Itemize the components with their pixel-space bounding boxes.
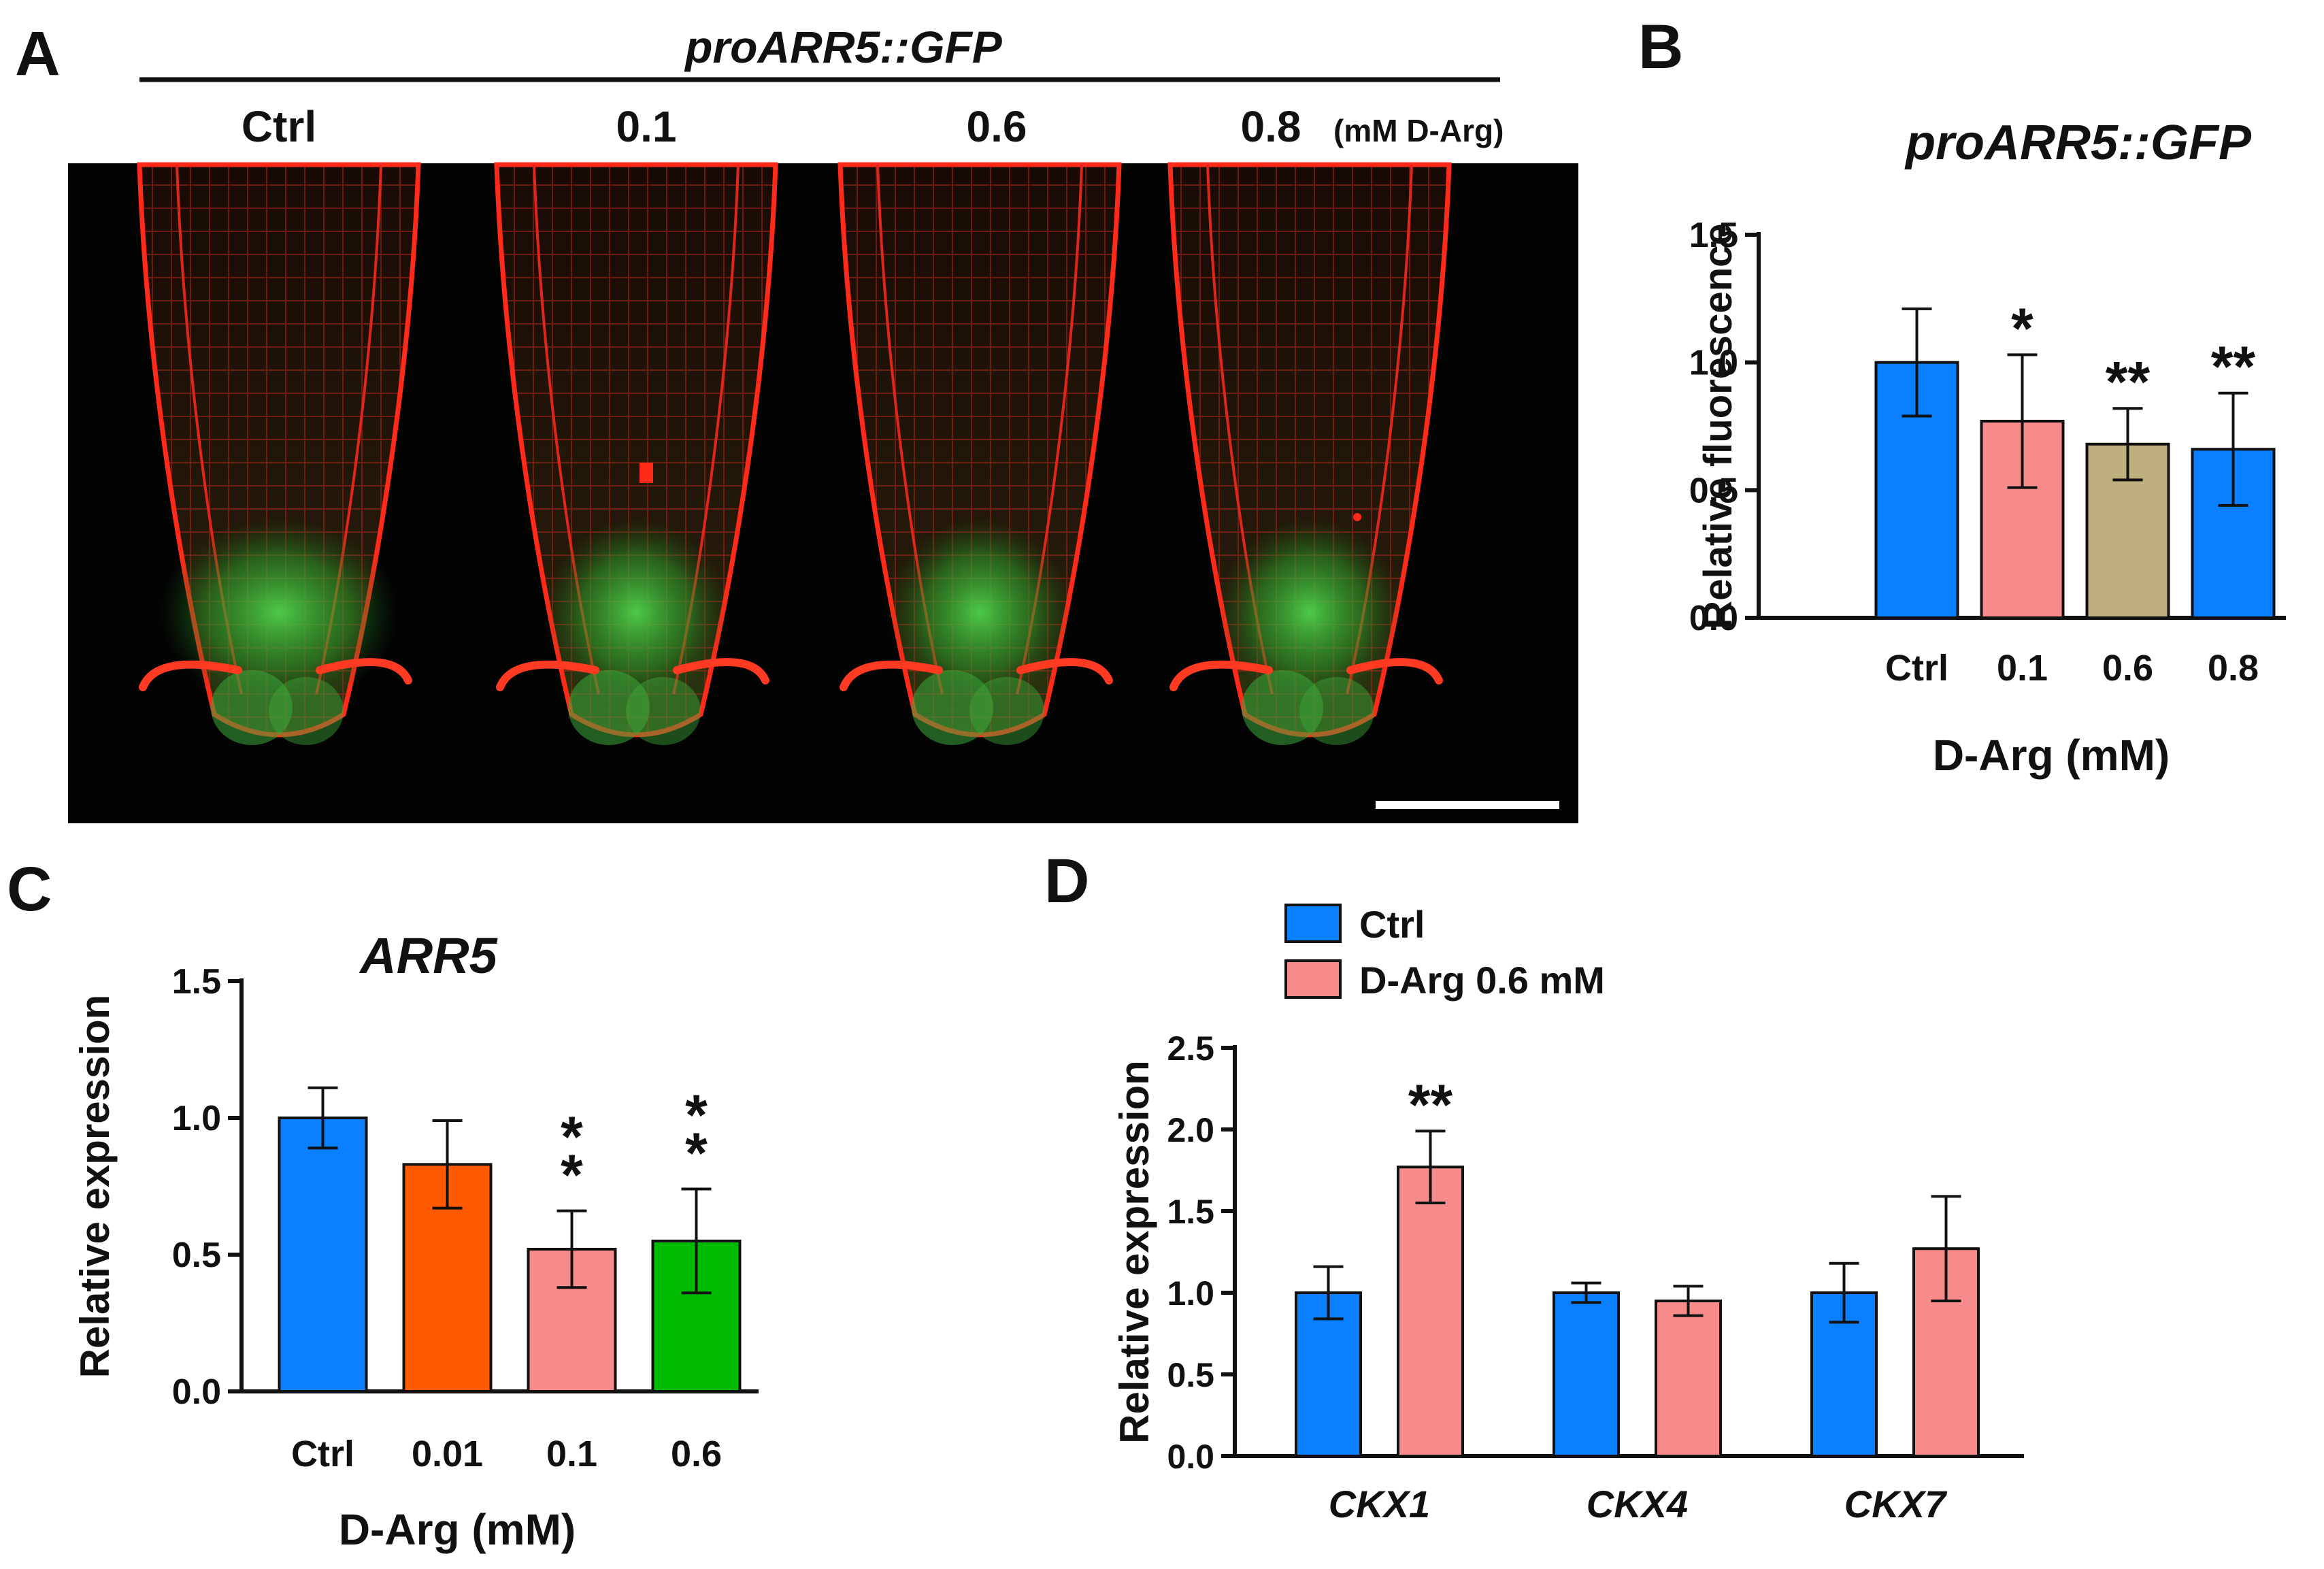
root-outline — [837, 162, 1122, 738]
panel-c-letter: C — [7, 855, 52, 924]
root-tip-1 — [494, 162, 778, 745]
chart-c: 0.0 0.5 1.0 1.5 Relative expression ARR5 D-Arg… — [72, 927, 759, 1554]
y-tick-label: 0.0 — [172, 1372, 221, 1412]
legend-label: Ctrl — [1359, 903, 1425, 946]
sloughed-cell — [316, 658, 412, 684]
bar — [278, 1117, 368, 1393]
significance-marker: * — [685, 1083, 708, 1147]
bar — [1397, 1166, 1464, 1457]
unit-note: (mM D-Arg) — [1333, 113, 1504, 148]
root-cap-cell — [969, 677, 1044, 745]
significance-marker: * — [561, 1143, 583, 1207]
gfp-signal — [160, 517, 398, 708]
y-axis-label: Relative expression — [72, 995, 118, 1378]
root-outline — [494, 162, 778, 738]
root-tip-2 — [837, 162, 1122, 745]
gfp-signal — [1218, 517, 1401, 708]
sloughed-cell — [673, 658, 769, 684]
y-tick-label: 0.5 — [1167, 1356, 1214, 1394]
significance-marker: ** — [2211, 335, 2256, 399]
y-tick-label: 1.0 — [1167, 1274, 1214, 1312]
x-tick-label: 0.1 — [1997, 648, 2048, 689]
y-tick-label: 0.5 — [172, 1236, 221, 1275]
y-tick-label: 2.5 — [1167, 1029, 1214, 1068]
significance-marker: ** — [1408, 1072, 1453, 1136]
root-tip-3 — [1167, 162, 1452, 745]
panel-a-letter: A — [15, 19, 60, 88]
panel-c: C 0.0 0.5 1.0 1.5 Relative expression ARR5 D-A… — [7, 855, 759, 1554]
sloughed-cell — [139, 660, 242, 691]
panel-b-letter: B — [1638, 12, 1683, 82]
sloughed-cell — [840, 660, 943, 691]
condition-label-0.8: 0.8 — [1241, 102, 1301, 151]
x-axis-label: D-Arg (mM) — [339, 1505, 576, 1554]
y-tick-label: 1.0 — [172, 1099, 221, 1138]
root-tip-0 — [137, 162, 421, 745]
panel-a-title: proARR5::GFP — [684, 22, 1003, 72]
significance-marker: ** — [2106, 350, 2151, 414]
sloughed-cell — [1016, 658, 1113, 684]
root-cap-cell — [269, 677, 344, 745]
x-tick-label: 0.01 — [412, 1434, 483, 1474]
y-tick-label: 0.5 — [1689, 471, 1738, 510]
sloughed-cell — [1169, 660, 1273, 691]
x-tick-label: CKX1 — [1329, 1483, 1430, 1525]
x-tick-label: 0.1 — [546, 1434, 597, 1474]
x-tick-label: Ctrl — [291, 1434, 354, 1474]
bar — [1655, 1300, 1722, 1457]
y-axis-label: Relative fluorescence — [1696, 223, 1740, 629]
gfp-signal — [544, 517, 728, 708]
root-cap-cell — [912, 670, 993, 745]
y-tick-label: 1.5 — [1167, 1193, 1214, 1231]
y-tick-label: 0.0 — [1689, 599, 1738, 638]
root-cap-cell — [626, 677, 701, 745]
bar — [1553, 1291, 1620, 1457]
y-tick-label: 1.5 — [1689, 216, 1738, 255]
panel-d: D 0.0 0.5 1.0 1.5 2.0 2.5 Relative expression C… — [1044, 846, 2024, 1525]
y-tick-label: 1.0 — [1689, 344, 1738, 383]
panel-d-letter: D — [1044, 846, 1089, 916]
condition-label-0.6: 0.6 — [967, 102, 1027, 151]
red-speck — [640, 463, 653, 483]
significance-marker: * — [685, 1121, 708, 1185]
legend-swatch — [1284, 959, 1342, 999]
root-outline — [1167, 162, 1452, 738]
red-speck — [1353, 513, 1361, 521]
y-tick-label: 1.5 — [172, 962, 221, 1002]
root-cap-cell — [568, 670, 650, 745]
x-tick-label: CKX7 — [1844, 1483, 1948, 1525]
root-outline — [137, 162, 421, 738]
sloughed-cell — [496, 660, 599, 691]
panel-a: A proARR5::GFP Ctrl 0.1 0.6 0.8 (mM D-Ar… — [15, 19, 1578, 823]
condition-label-0.1: 0.1 — [616, 102, 677, 151]
x-tick-label: 0.6 — [2102, 648, 2153, 689]
x-tick-label: 0.6 — [671, 1434, 722, 1474]
significance-marker: * — [561, 1105, 583, 1169]
significance-marker: * — [2011, 296, 2034, 360]
x-tick-label: Ctrl — [1885, 648, 1948, 689]
microscopy-image — [68, 162, 1578, 823]
chart-d: 0.0 0.5 1.0 1.5 2.0 2.5 Relative expression CKX… — [1112, 903, 2024, 1525]
x-tick-label: 0.8 — [2208, 648, 2259, 689]
y-tick-label: 0.0 — [1167, 1438, 1214, 1476]
condition-label-ctrl: Ctrl — [242, 102, 316, 151]
gfp-signal — [888, 517, 1072, 708]
y-tick-label: 2.0 — [1167, 1111, 1214, 1149]
sloughed-cell — [1346, 658, 1443, 684]
legend-label: D-Arg 0.6 mM — [1359, 959, 1605, 1002]
root-cap-cell — [1242, 670, 1323, 745]
root-cap-cell — [1299, 677, 1374, 745]
chart-title: proARR5::GFP — [1904, 116, 2252, 170]
legend-swatch — [1284, 904, 1342, 943]
y-axis-label: Relative expression — [1112, 1060, 1157, 1444]
x-axis-label: D-Arg (mM) — [1933, 731, 2170, 780]
x-tick-label: CKX4 — [1587, 1483, 1688, 1525]
root-cap-cell — [211, 670, 293, 745]
chart-title: ARR5 — [359, 927, 498, 984]
